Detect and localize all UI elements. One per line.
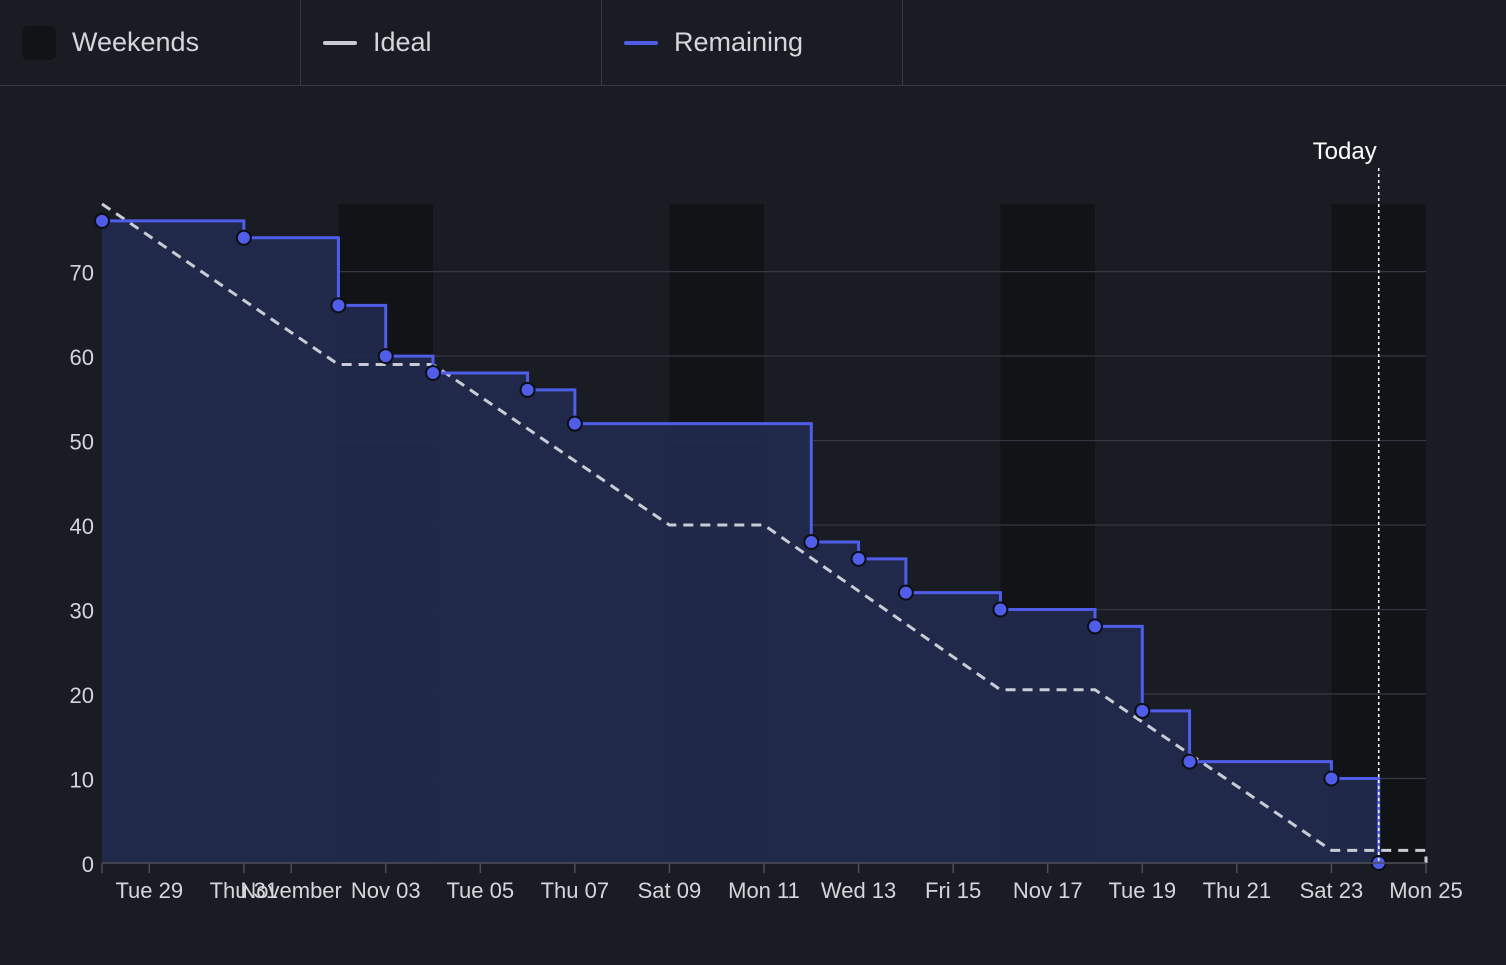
legend-spacer [903, 0, 1506, 85]
remaining-area [102, 220, 1379, 863]
remaining-point-8 [803, 533, 820, 550]
y-tick-label-60: 60 [70, 345, 94, 370]
x-tick-label-10: Fri 15 [925, 878, 981, 903]
x-tick-label-3: November [240, 878, 341, 903]
x-tick-label-7: Sat 09 [638, 878, 702, 903]
legend-label-ideal: Ideal [373, 27, 432, 57]
x-tick-label-9: Wed 13 [821, 878, 896, 903]
y-tick-label-50: 50 [70, 430, 94, 455]
remaining-point-4 [377, 348, 394, 365]
legend-item-ideal[interactable]: Ideal [301, 0, 602, 85]
weekends-swatch [22, 25, 56, 60]
legend-item-remaining[interactable]: Remaining [602, 0, 903, 85]
ideal-swatch [323, 40, 357, 45]
legend-label-remaining: Remaining [674, 27, 804, 57]
x-tick-label-8: Mon 11 [728, 878, 800, 903]
y-tick-label-10: 10 [70, 768, 94, 793]
remaining-swatch [624, 40, 658, 45]
x-tick-label-2: Thu 31 [210, 878, 279, 903]
ideal-series [101, 202, 1428, 863]
remaining-point-13 [1134, 702, 1151, 719]
today-marker: Today [1313, 138, 1380, 863]
remaining-point-9 [850, 550, 867, 567]
remaining-point-1 [94, 212, 110, 229]
remaining-area-fill [102, 220, 1379, 863]
x-tick-label-15: Mon 25 [1389, 878, 1462, 903]
remaining-point-12 [1087, 618, 1103, 635]
x-tick-label-14: Sat 23 [1300, 878, 1364, 903]
y-tick-label-40: 40 [70, 514, 94, 539]
x-tick-label-5: Tue 05 [446, 878, 514, 903]
today-label: Today [1313, 138, 1377, 165]
x-tick-label-6: Thu 07 [541, 878, 610, 903]
y-tick-label-20: 20 [70, 683, 94, 708]
remaining-point-7 [566, 415, 583, 432]
remaining-point-5 [425, 364, 441, 381]
remaining-line [102, 219, 1381, 863]
y-tick-label-0: 0 [82, 852, 94, 877]
ideal-line [101, 202, 1428, 863]
remaining-series [94, 212, 1387, 871]
x-tick-label-1: Tue 29 [115, 878, 183, 903]
legend-item-weekends[interactable]: Weekends [0, 0, 301, 85]
x-tick-label-13: Thu 21 [1203, 878, 1272, 903]
burndown-chart-svg: Today 0 10 20 30 40 50 60 70 Tue 29 Thu 31Novembe… [70, 138, 1463, 903]
y-tick-label-70: 70 [70, 261, 94, 286]
remaining-point-15 [1323, 770, 1340, 787]
y-tick-label-30: 30 [70, 599, 94, 624]
remaining-point-10 [897, 584, 914, 601]
remaining-point-6 [519, 381, 536, 398]
remaining-point-3 [330, 297, 347, 314]
x-tick-label-12: Tue 19 [1108, 878, 1176, 903]
x-tick-label-4: Nov 03 [351, 878, 421, 903]
remaining-point-14 [1181, 753, 1198, 770]
burndown-chart: Today 0 10 20 30 40 50 60 70 Tue 29 Thu 31 Novembe… [0, 86, 1506, 960]
legend-label-weekends: Weekends [72, 27, 200, 57]
chart-legend: Weekends Ideal Remaining [0, 0, 1506, 86]
remaining-point-11 [992, 601, 1009, 618]
remaining-point-2 [235, 229, 252, 246]
x-tick-label-11: Nov 17 [1013, 878, 1083, 903]
